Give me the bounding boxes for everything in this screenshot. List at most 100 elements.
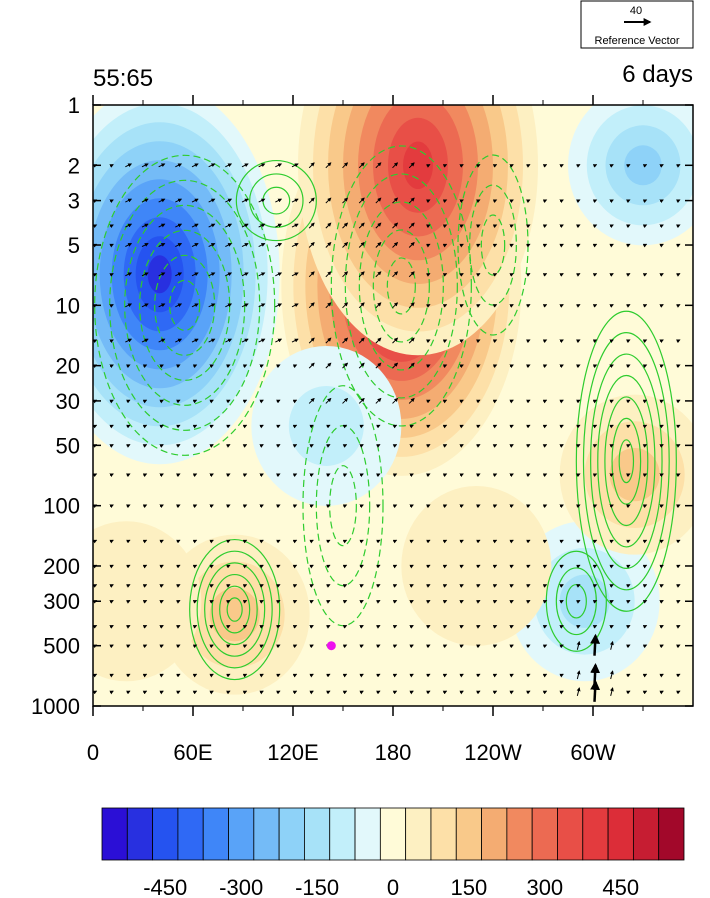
wind-vector [158,338,166,343]
wind-vector [576,670,581,680]
wind-vector [275,338,283,343]
wind-vector [559,339,564,344]
wind-vector [392,600,398,604]
wind-vector [291,338,299,343]
wind-vector [176,424,181,429]
wind-vector [326,625,331,629]
wind-vector [225,338,233,343]
wind-vector [276,564,281,569]
wind-vector [226,504,231,509]
wind-vector [209,424,214,429]
wind-vector [559,444,564,448]
wind-vector [659,564,664,569]
wind-vector [158,198,166,203]
wind-vector [209,444,214,448]
wind-vector [592,304,598,308]
wind-vector [576,339,581,344]
title-right: 6 days [622,61,693,88]
y-axis: 1 2 3 5 10 20 30 50 100 200 300 500 1000 [31,93,693,719]
wind-vector [659,625,664,629]
wind-vector [176,584,181,588]
wind-vector [375,362,382,369]
wind-vector [626,600,631,604]
wind-vector [542,625,548,629]
wind-vector [259,444,264,448]
wind-vector [409,564,414,569]
wind-vector [226,539,231,544]
wind-vector [409,444,414,448]
wind-vector [358,241,365,248]
wind-vector [592,584,598,588]
wind-vector [559,224,564,229]
wind-vector [375,337,382,344]
wind-vector [642,339,648,344]
wind-vector [408,337,415,344]
wind-vector [308,362,315,369]
wind-vector [626,399,631,404]
wind-vector [476,504,481,509]
wind-vector [642,243,648,248]
wind-vector [242,424,248,429]
wind-vector [408,222,415,229]
wind-vector [191,303,199,308]
wind-vector [208,223,216,228]
wind-vector [359,473,364,478]
wind-vector [576,273,581,277]
wind-vector [126,564,131,569]
wind-vector [192,625,198,629]
wind-vector [526,339,531,344]
wind-vector [342,625,348,629]
wind-vector [426,625,431,629]
contour-line [597,374,656,548]
wind-vector [659,600,664,604]
wind-vector [442,224,448,229]
wind-vector [459,224,464,229]
wind-vector [542,424,548,429]
wind-vector [192,399,198,404]
wind-vector [559,273,564,277]
wind-vector [242,690,248,695]
colorbar-box [253,807,280,861]
wind-vector [626,199,631,204]
wind-vector [659,673,664,678]
wind-vector [476,600,481,604]
wind-vector [676,473,681,478]
wind-vector [476,584,481,588]
wind-vector [375,222,382,229]
reference-vector-magnitude: 40 [630,5,642,17]
contour-line [604,396,649,527]
colorbar-tick-label: 300 [526,875,563,898]
wind-vector [258,163,266,168]
wind-vector [592,199,598,204]
wind-vector [342,673,348,678]
wind-vector [375,397,382,404]
wind-vector [476,539,481,544]
wind-vector [376,424,381,429]
wind-vector [392,473,398,478]
location-marker [326,641,336,651]
wind-vector [659,364,664,369]
wind-vector [176,625,181,629]
wind-vector [292,564,298,569]
wind-vector [492,539,498,544]
wind-vector [526,539,531,544]
wind-vector [209,364,214,369]
wind-vector [309,644,314,649]
shading-band [288,385,364,466]
wind-vector [209,600,214,604]
wind-vector [626,243,631,248]
plot-area [93,105,693,706]
wind-vector [176,600,181,604]
y-tick-label: 100 [43,494,80,519]
wind-vector [259,625,264,629]
wind-vector [492,690,498,695]
wind-vector [426,364,431,369]
wind-vector [459,584,464,588]
wind-vector [542,504,548,509]
wind-vector [609,504,614,509]
wind-vector [642,625,648,629]
x-tick-label: 60E [173,740,212,765]
wind-vector [142,504,148,509]
wind-vector [492,199,498,204]
wind-vector [109,539,114,544]
